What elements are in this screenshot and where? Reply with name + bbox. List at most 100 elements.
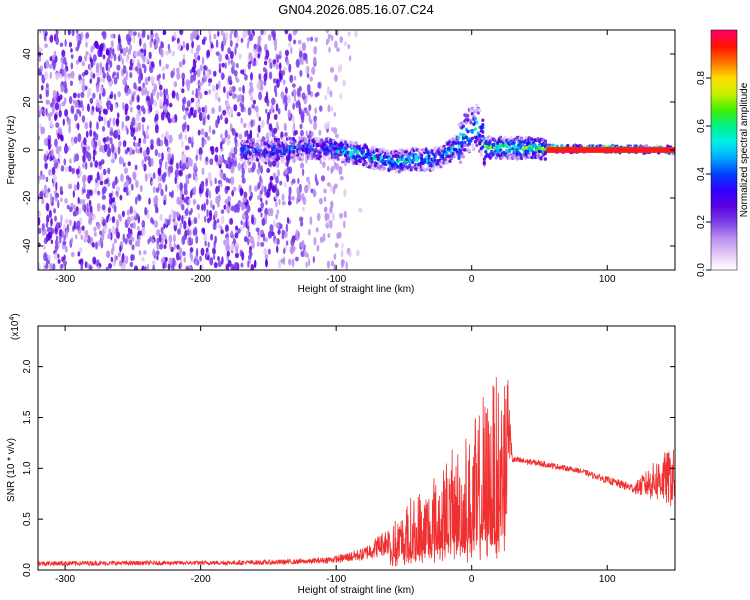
heatmap-cell — [145, 128, 149, 138]
heatmap-cell — [190, 190, 193, 199]
heatmap-cell — [45, 221, 49, 228]
heatmap-cell — [49, 192, 53, 202]
heatmap-cell — [306, 37, 310, 42]
heatmap-cell — [137, 50, 142, 57]
heatmap-cell — [292, 39, 297, 45]
heatmap-cell — [142, 150, 147, 158]
heatmap-cell — [339, 175, 344, 181]
heatmap-cell — [61, 62, 64, 71]
heatmap-cell — [49, 56, 53, 62]
heatmap-cell — [288, 193, 291, 202]
heatmap-cell — [99, 105, 103, 112]
heatmap-cell — [51, 148, 54, 158]
y-tick-label: 40 — [22, 48, 33, 60]
heatmap-cell — [80, 234, 83, 241]
heatmap-cell — [224, 224, 229, 233]
heatmap-cell — [251, 104, 256, 109]
heatmap-cell — [469, 120, 473, 125]
heatmap-cell — [259, 175, 262, 183]
heatmap-cell — [269, 141, 273, 146]
heatmap-cell — [451, 137, 455, 141]
heatmap-cell — [139, 37, 142, 47]
heatmap-cell — [258, 116, 261, 122]
heatmap-cell — [90, 70, 93, 80]
heatmap-cell — [290, 75, 293, 81]
heatmap-cell — [277, 229, 281, 235]
heatmap-cell — [103, 116, 107, 126]
heatmap-cell — [212, 129, 216, 135]
heatmap-cell — [68, 41, 73, 48]
heatmap-cell — [233, 262, 238, 270]
heatmap-cell — [473, 116, 477, 121]
heatmap-cell — [182, 78, 185, 87]
heatmap-cell — [227, 47, 231, 55]
heatmap-cell — [511, 146, 515, 151]
heatmap-cell — [145, 56, 149, 64]
heatmap-cell — [100, 159, 105, 165]
heatmap-cell — [460, 140, 464, 145]
heatmap-cell — [72, 190, 75, 198]
heatmap-cell — [282, 66, 287, 72]
heatmap-cell — [167, 117, 172, 124]
heatmap-cell — [106, 215, 109, 223]
heatmap-cell — [45, 107, 48, 115]
heatmap-cell — [326, 38, 330, 43]
heatmap-cell — [94, 177, 99, 184]
heatmap-cell — [60, 263, 64, 269]
heatmap-cell — [533, 151, 537, 156]
heatmap-cell — [41, 74, 44, 79]
heatmap-cell — [508, 149, 512, 154]
heatmap-cell — [106, 250, 111, 259]
heatmap-cell — [317, 137, 321, 141]
heatmap-cell — [109, 94, 113, 100]
heatmap-cell — [516, 156, 521, 161]
heatmap-cell — [316, 181, 319, 186]
heatmap-cell — [137, 74, 142, 84]
heatmap-cell — [217, 260, 222, 268]
heatmap-cell — [275, 245, 279, 254]
heatmap-cell — [98, 93, 102, 101]
heatmap-cell — [417, 155, 421, 160]
heatmap-cell — [86, 234, 91, 244]
heatmap-cell — [146, 90, 150, 96]
heatmap-cell — [63, 80, 67, 90]
heatmap-cell — [265, 108, 268, 114]
heatmap-cell — [192, 72, 197, 82]
heatmap-cell — [135, 126, 139, 133]
heatmap-cell — [101, 194, 106, 200]
heatmap-cell — [216, 218, 220, 224]
heatmap-cell — [67, 118, 71, 126]
heatmap-cell — [259, 165, 264, 174]
heatmap-cell — [229, 86, 233, 94]
heatmap-cell — [91, 242, 95, 248]
heatmap-cell — [196, 46, 200, 55]
heatmap-cell — [201, 204, 204, 211]
heatmap-cell — [439, 160, 443, 165]
heatmap-cell — [155, 250, 160, 256]
heatmap-cell — [50, 239, 54, 244]
heatmap-cell — [202, 69, 206, 77]
heatmap-cell — [105, 49, 110, 56]
heatmap-cell — [305, 147, 309, 152]
heatmap-cell — [278, 62, 282, 71]
heatmap-cell — [330, 106, 334, 112]
heatmap-cell — [68, 124, 71, 134]
heatmap-cell — [55, 30, 59, 38]
heatmap-cell — [305, 59, 309, 65]
heatmap-cell — [292, 115, 295, 124]
heatmap-cell — [199, 153, 202, 162]
heatmap-cell — [222, 32, 226, 42]
heatmap-cell — [78, 208, 82, 215]
colorbar-gradient — [710, 29, 738, 271]
heatmap-cell — [108, 192, 113, 199]
heatmap-cell — [225, 177, 229, 183]
heatmap-cell — [49, 71, 53, 79]
heatmap-cell — [319, 236, 324, 244]
heatmap-cell — [156, 254, 159, 261]
heatmap-cell — [234, 46, 237, 56]
heatmap-cell — [249, 33, 253, 42]
heatmap-cell — [109, 117, 112, 123]
heatmap-cell — [167, 154, 171, 162]
heatmap-cell — [108, 228, 112, 235]
heatmap-cell — [288, 186, 292, 196]
